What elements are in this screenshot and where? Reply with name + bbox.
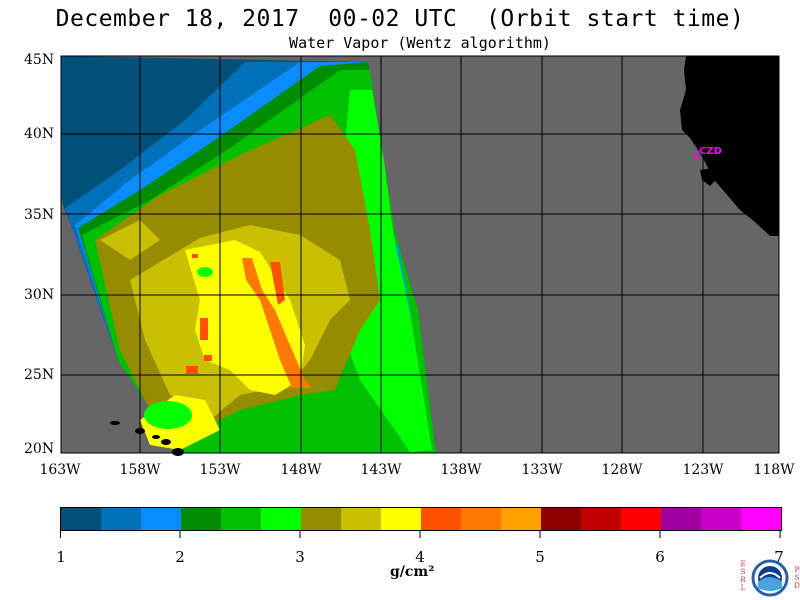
colorbar-swatch bbox=[341, 508, 381, 530]
colorbar-swatch bbox=[741, 508, 781, 530]
lon-label: 128W bbox=[601, 462, 642, 478]
lat-label: 25N bbox=[24, 367, 54, 383]
colorbar-tick-label: 6 bbox=[655, 548, 665, 566]
colorbar-unit: g/cm² bbox=[390, 564, 434, 580]
lon-label: 153W bbox=[199, 462, 240, 478]
colorbar-swatch bbox=[141, 508, 181, 530]
colorbar-swatch bbox=[181, 508, 221, 530]
lat-label: 20N bbox=[24, 441, 54, 457]
colorbar-swatch bbox=[381, 508, 421, 530]
lon-label: 123W bbox=[682, 462, 723, 478]
colorbar-swatch bbox=[61, 508, 101, 530]
lon-label: 138W bbox=[440, 462, 481, 478]
colorbar-tick-label: 1 bbox=[56, 548, 66, 566]
colorbar-swatch bbox=[661, 508, 701, 530]
logo-right-text: PSD bbox=[792, 566, 800, 590]
colorbar-swatch bbox=[461, 508, 501, 530]
station-label: CZD bbox=[699, 146, 722, 157]
lon-label: 158W bbox=[119, 462, 160, 478]
colorbar-swatch bbox=[581, 508, 621, 530]
logo-esrl-letters: ESRL bbox=[738, 560, 747, 592]
lon-label: 143W bbox=[360, 462, 401, 478]
lat-label: 30N bbox=[24, 287, 54, 303]
colorbar-swatch bbox=[701, 508, 741, 530]
noaa-logo-icon bbox=[750, 558, 790, 598]
colorbar-swatch bbox=[301, 508, 341, 530]
lon-label: 148W bbox=[280, 462, 321, 478]
colorbar-tick-label: 5 bbox=[535, 548, 545, 566]
colorbar-swatch bbox=[421, 508, 461, 530]
colorbar-swatch bbox=[621, 508, 661, 530]
colorbar-swatch bbox=[501, 508, 541, 530]
colorbar-tick-label: 3 bbox=[295, 548, 305, 566]
lon-label: 133W bbox=[521, 462, 562, 478]
colorbar-swatch bbox=[221, 508, 261, 530]
lon-label: 163W bbox=[39, 462, 80, 478]
colorbar-swatch bbox=[101, 508, 141, 530]
logo-left-text: ESRL bbox=[738, 560, 747, 592]
colorbar-swatch bbox=[261, 508, 301, 530]
colorbar bbox=[60, 507, 782, 531]
lon-label: 118W bbox=[753, 462, 794, 478]
lat-label: 40N bbox=[24, 126, 54, 142]
lat-label: 35N bbox=[24, 207, 54, 223]
colorbar-ticks bbox=[60, 530, 782, 540]
colorbar-swatch bbox=[541, 508, 581, 530]
logo-psd-letters: PSD bbox=[792, 566, 800, 590]
colorbar-tick-label: 2 bbox=[175, 548, 185, 566]
lat-label: 45N bbox=[24, 52, 54, 68]
